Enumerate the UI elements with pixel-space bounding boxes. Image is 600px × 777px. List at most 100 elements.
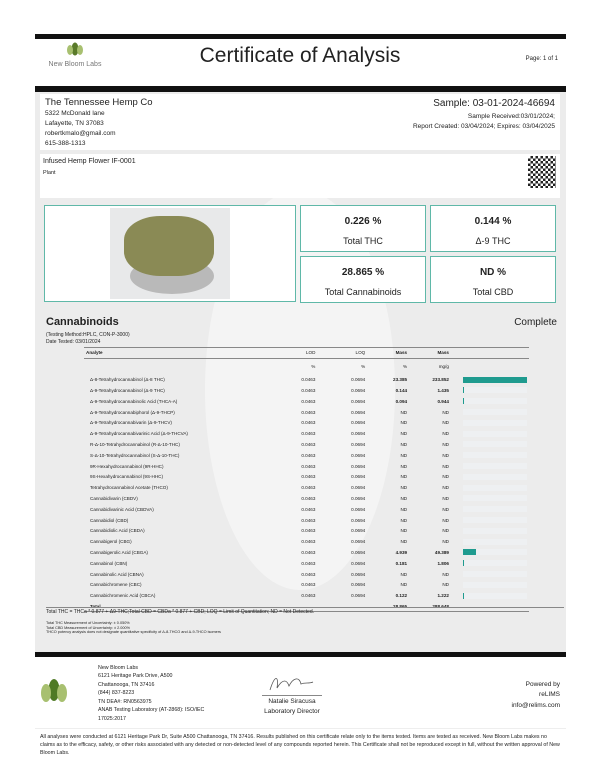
table-row: Cannabidiol (CBD) 0.0463 0.0694 ND ND — [84, 515, 529, 526]
mass-pct-value: 0.144 — [395, 387, 408, 393]
analyte-name: Cannabinolic Acid (CBNA) — [90, 571, 144, 577]
product-info: Infused Hemp Flower IF-0001 Plant — [40, 154, 560, 198]
mass-bar-track — [462, 506, 527, 513]
mass-mg-value: 0.944 — [437, 398, 449, 404]
loq-value: 0.0694 — [351, 495, 366, 501]
signature-image — [269, 678, 314, 691]
analyte-name: Cannabidiolic Acid (CBDA) — [90, 528, 145, 534]
loq-value: 0.0694 — [351, 506, 366, 512]
mass-pct-value: ND — [400, 539, 408, 545]
analyte-name: Cannabigerol (CBG) — [90, 539, 132, 545]
lod-value: 0.0463 — [301, 441, 316, 447]
analyte-name: Cannabichromene (CBC) — [90, 582, 142, 588]
analyte-name: Cannabidivarinic Acid (CBDVA) — [90, 506, 154, 512]
mass-pct-value: 0.181 — [395, 560, 408, 566]
footer-rule — [35, 652, 566, 657]
loq-value: 0.0694 — [351, 485, 366, 491]
lab-logo: New Bloom Labs — [40, 42, 110, 68]
section-title: Cannabinoids — [46, 316, 119, 328]
lod-value: 0.0463 — [301, 452, 316, 458]
mass-mg-value: 1.222 — [437, 593, 449, 599]
loq-value: 0.0694 — [351, 377, 366, 383]
mass-pct-value: ND — [400, 474, 408, 480]
mass-pct-value: ND — [400, 506, 408, 512]
lod-value: 0.0463 — [301, 463, 316, 469]
mass-bar — [462, 549, 477, 556]
analyte-name: Δ-9-Tetrahydrocannabivarin (Δ-9-THCV) — [90, 420, 172, 426]
mass-mg-value: ND — [442, 431, 449, 437]
table-row: Cannabichromene (CBC) 0.0463 0.0694 ND N… — [84, 579, 529, 590]
mass-bar-track — [462, 473, 527, 480]
table-row: Δ-9-Tetrahydrocannabinolic Acid (THCA-A)… — [84, 396, 529, 407]
analyte-name: Cannabigerolic Acid (CBGA) — [90, 549, 148, 555]
page-number: Page: 1 of 1 — [525, 56, 558, 62]
sample-received: Sample Received:03/01/2024; — [467, 113, 555, 120]
leaf-logo-icon — [67, 42, 83, 56]
table-row: R-Δ-10-Tetrahydrocannabinol (R-Δ-10-THC)… — [84, 439, 529, 450]
mass-mg-value: ND — [442, 474, 449, 480]
mass-bar-track — [462, 387, 527, 394]
lod-value: 0.0463 — [301, 474, 316, 480]
mass-pct-value: 0.094 — [395, 398, 408, 404]
lod-value: 0.0463 — [301, 571, 316, 577]
analyte-name: Δ-9-Tetrahydrocannabinol (Δ-9 THC) — [90, 387, 165, 393]
sample-photo — [110, 208, 230, 299]
mass-bar — [462, 376, 527, 383]
loq-value: 0.0694 — [351, 387, 366, 393]
loq-value: 0.0694 — [351, 452, 366, 458]
lod-value: 0.0463 — [301, 539, 316, 545]
table-row: Cannabinol (CBN) 0.0463 0.0694 0.181 1.8… — [84, 558, 529, 569]
lod-value: 0.0463 — [301, 582, 316, 588]
analyte-name: R-Δ-10-Tetrahydrocannabinol (R-Δ-10-THC) — [90, 441, 180, 447]
lod-value: 0.0463 — [301, 409, 316, 415]
mass-mg-value: ND — [442, 452, 449, 458]
top-rule — [35, 34, 566, 39]
mass-bar-track — [462, 484, 527, 491]
mass-bar-track — [462, 549, 527, 556]
unit-loq: % — [361, 364, 366, 370]
qr-code[interactable] — [528, 156, 556, 188]
mass-bar-track — [462, 517, 527, 524]
table-row: Cannabichromenic Acid (CBCA) 0.0463 0.06… — [84, 590, 529, 601]
loq-value: 0.0694 — [351, 409, 366, 415]
col-lod: LOD — [305, 350, 316, 356]
mass-bar — [462, 560, 464, 567]
mass-pct-value: ND — [400, 452, 408, 458]
client-info: The Tennessee Hemp Co 5322 McDonald lane… — [40, 94, 560, 150]
mass-bar-track — [462, 527, 527, 534]
lab-address: New Bloom Labs 6121 Heritage Park Drive,… — [98, 665, 205, 722]
table-row: Tetrahydrocannabinol Acetate (THCO) 0.04… — [84, 482, 529, 493]
table-row: Δ-8-Tetrahydrocannabinol (Δ-8 THC) 0.046… — [84, 374, 529, 385]
signer-name: Natalie Siracusa — [268, 698, 316, 705]
sample-photo-card — [44, 205, 296, 302]
table-row: 9R-Hexahydrocannabinol (9R-HHC) 0.0463 0… — [84, 461, 529, 472]
loq-value: 0.0694 — [351, 420, 366, 426]
mass-mg-value: ND — [442, 539, 449, 545]
lod-value: 0.0463 — [301, 495, 316, 501]
table-row: Cannabinolic Acid (CBNA) 0.0463 0.0694 N… — [84, 569, 529, 580]
powered-email[interactable]: info@relims.com — [511, 701, 561, 709]
lod-value: 0.0463 — [301, 549, 316, 555]
mass-mg-value: 233.852 — [432, 377, 449, 383]
summary-total-cbd: ND % Total CBD — [430, 256, 556, 303]
analyte-name: Cannabinol (CBN) — [90, 560, 128, 566]
thco-note: THCO potency analysis does not designate… — [46, 630, 221, 635]
table-row: Cannabidiolic Acid (CBDA) 0.0463 0.0694 … — [84, 525, 529, 536]
analyte-name: Δ-9-Tetrahydrocannabinolic Acid (THCA-A) — [90, 398, 178, 404]
product-name: Infused Hemp Flower IF-0001 — [43, 158, 136, 165]
col-mass-mg: Mass — [437, 350, 449, 356]
mass-mg-value: ND — [442, 528, 449, 534]
section-status: Complete — [514, 317, 557, 328]
lod-value: 0.0463 — [301, 431, 316, 437]
mass-bar-track — [462, 538, 527, 545]
mass-pct-value: ND — [400, 420, 408, 426]
loq-value: 0.0694 — [351, 474, 366, 480]
mass-pct-value: 23.385 — [393, 377, 408, 383]
mass-bar — [462, 592, 464, 599]
mass-bar-track — [462, 592, 527, 599]
sample-id: Sample: 03-01-2024-46694 — [433, 98, 555, 109]
lod-value: 0.0463 — [301, 528, 316, 534]
mass-pct-value: 0.122 — [395, 593, 408, 599]
lod-value: 0.0463 — [301, 377, 316, 383]
mass-bar-track — [462, 409, 527, 416]
